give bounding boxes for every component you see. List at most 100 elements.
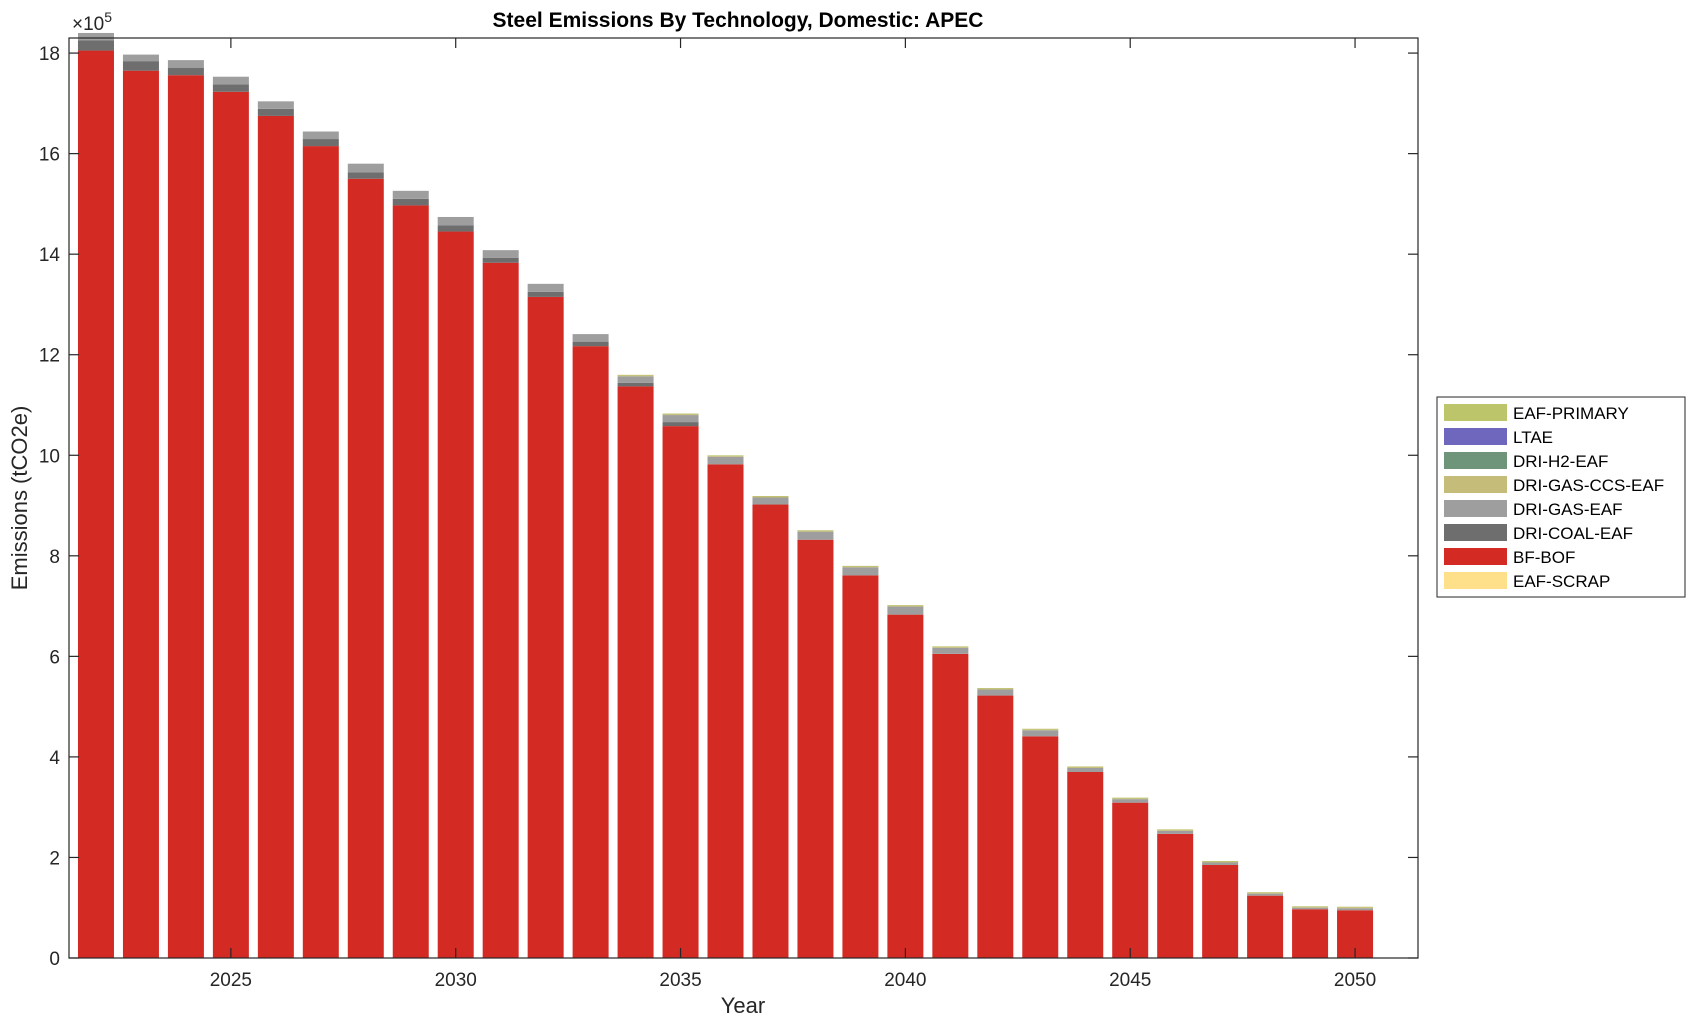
bar-eaf-primary-2050 (1337, 906, 1374, 908)
bar-bf-bof-2022 (77, 50, 114, 958)
bar-dri-gas-ccs-eaf-2038 (797, 530, 834, 532)
legend-label-dri-gas-ccs-eaf: DRI-GAS-CCS-EAF (1513, 476, 1664, 495)
legend-box (1436, 396, 1686, 598)
bar-bf-bof-2037 (752, 504, 789, 958)
bar-dri-coal-eaf-2027 (302, 139, 339, 147)
bar-eaf-primary-2039 (842, 565, 879, 567)
bar-dri-gas-eaf-2034 (617, 376, 654, 383)
bar-dri-gas-eaf-2047 (1202, 862, 1239, 865)
bar-dri-gas-eaf-2048 (1247, 893, 1284, 896)
bar-bf-bof-2027 (302, 146, 339, 959)
legend-label-dri-gas-eaf: DRI-GAS-EAF (1513, 500, 1623, 519)
bar-dri-gas-eaf-2029 (392, 190, 429, 199)
x-tick-label: 2045 (1109, 970, 1151, 991)
legend-swatch-eaf-scrap (1444, 572, 1507, 589)
bar-eaf-primary-2043 (1022, 728, 1059, 730)
y-tick-label: 0 (49, 949, 60, 970)
y-multiplier: ×105 (72, 9, 112, 35)
bar-dri-gas-eaf-2038 (797, 531, 834, 540)
bar-dri-gas-eaf-2041 (932, 647, 969, 654)
bar-dri-coal-eaf-2024 (167, 67, 204, 76)
bar-bf-bof-2025 (212, 91, 249, 959)
bar-dri-gas-eaf-2030 (437, 216, 474, 226)
bar-bf-bof-2035 (662, 426, 699, 958)
bar-dri-gas-ccs-eaf-2045 (1112, 798, 1149, 800)
bar-dri-gas-eaf-2028 (347, 163, 384, 173)
bar-dri-coal-eaf-2030 (437, 225, 474, 232)
bar-eaf-primary-2035 (662, 413, 699, 415)
bar-dri-gas-ccs-eaf-2040 (887, 605, 924, 607)
x-tick-label: 2025 (210, 970, 252, 991)
bar-dri-gas-eaf-2046 (1157, 830, 1194, 834)
bar-bf-bof-2030 (437, 231, 474, 959)
bar-bf-bof-2044 (1067, 771, 1104, 958)
bar-dri-coal-eaf-2026 (257, 108, 294, 116)
legend-swatch-dri-gas-ccs-eaf (1444, 476, 1507, 493)
legend: EAF-PRIMARY LTAE DRI-H2-EAF DRI-GAS-CCS-EAF… (1436, 396, 1686, 598)
bar-dri-coal-eaf-2031 (482, 257, 519, 263)
bar-dri-gas-ccs-eaf-2034 (617, 375, 654, 377)
bar-eaf-primary-2042 (977, 688, 1014, 689)
bar-eaf-primary-2037 (752, 495, 789, 497)
bars-group (77, 32, 1374, 959)
bar-dri-gas-ccs-eaf-2046 (1157, 829, 1194, 831)
bar-bf-bof-2046 (1157, 833, 1194, 958)
bar-dri-gas-ccs-eaf-2042 (977, 688, 1014, 690)
bar-eaf-primary-2045 (1112, 797, 1149, 799)
legend-swatch-dri-h2-eaf (1444, 452, 1507, 469)
bar-dri-gas-eaf-2042 (977, 689, 1014, 696)
legend-label-dri-coal-eaf: DRI-COAL-EAF (1513, 524, 1633, 543)
bar-dri-coal-eaf-2034 (617, 382, 654, 387)
bar-dri-gas-eaf-2049 (1292, 907, 1329, 910)
bar-bf-bof-2031 (482, 262, 519, 959)
x-tick-label: 2050 (1334, 970, 1376, 991)
bar-dri-gas-ccs-eaf-2048 (1247, 892, 1284, 894)
legend-swatch-ltae (1444, 428, 1507, 445)
bar-dri-gas-eaf-2031 (482, 250, 519, 258)
bar-bf-bof-2038 (797, 539, 834, 958)
bar-dri-gas-eaf-2037 (752, 497, 789, 505)
y-tick-label: 16 (39, 145, 60, 166)
bar-bf-bof-2024 (167, 75, 204, 958)
bar-dri-gas-eaf-2033 (572, 334, 609, 342)
bar-dri-gas-eaf-2035 (662, 415, 699, 423)
bar-bf-bof-2041 (932, 653, 969, 958)
bar-bf-bof-2034 (617, 386, 654, 958)
bar-dri-gas-eaf-2024 (167, 60, 204, 68)
bar-dri-coal-eaf-2032 (527, 291, 564, 297)
bar-bf-bof-2029 (392, 205, 429, 958)
bar-dri-gas-eaf-2036 (707, 456, 744, 465)
bar-dri-gas-eaf-2025 (212, 76, 249, 85)
bar-dri-coal-eaf-2025 (212, 84, 249, 92)
bar-eaf-primary-2048 (1247, 892, 1284, 893)
bar-dri-gas-eaf-2039 (842, 567, 879, 576)
bar-dri-gas-ccs-eaf-2039 (842, 566, 879, 568)
bar-eaf-primary-2046 (1157, 829, 1194, 830)
bar-bf-bof-2033 (572, 346, 609, 958)
bar-bf-bof-2032 (527, 296, 564, 958)
bar-bf-bof-2042 (977, 695, 1014, 958)
bar-eaf-primary-2041 (932, 646, 969, 647)
x-tick-label: 2040 (884, 970, 926, 991)
bar-dri-coal-eaf-2022 (77, 40, 114, 51)
y-tick-label: 10 (39, 446, 60, 467)
plot-frame (68, 37, 1419, 959)
bar-dri-gas-ccs-eaf-2050 (1337, 907, 1374, 909)
bar-dri-gas-ccs-eaf-2047 (1202, 861, 1239, 863)
bar-dri-gas-ccs-eaf-2043 (1022, 729, 1059, 731)
bar-dri-gas-ccs-eaf-2037 (752, 496, 789, 498)
x-tick-label: 2030 (435, 970, 477, 991)
bar-bf-bof-2028 (347, 178, 384, 958)
legend-label-bf-bof: BF-BOF (1513, 548, 1575, 567)
y-tick-label: 4 (49, 748, 60, 769)
bar-eaf-primary-2049 (1292, 906, 1329, 907)
bar-bf-bof-2036 (707, 464, 744, 958)
bar-dri-gas-eaf-2022 (77, 32, 114, 41)
bar-bf-bof-2043 (1022, 736, 1059, 958)
bar-dri-gas-eaf-2050 (1337, 908, 1374, 911)
bar-eaf-primary-2040 (887, 605, 924, 606)
y-tick-label: 18 (39, 44, 60, 65)
bar-bf-bof-2040 (887, 614, 924, 958)
bar-dri-gas-ccs-eaf-2041 (932, 646, 969, 648)
